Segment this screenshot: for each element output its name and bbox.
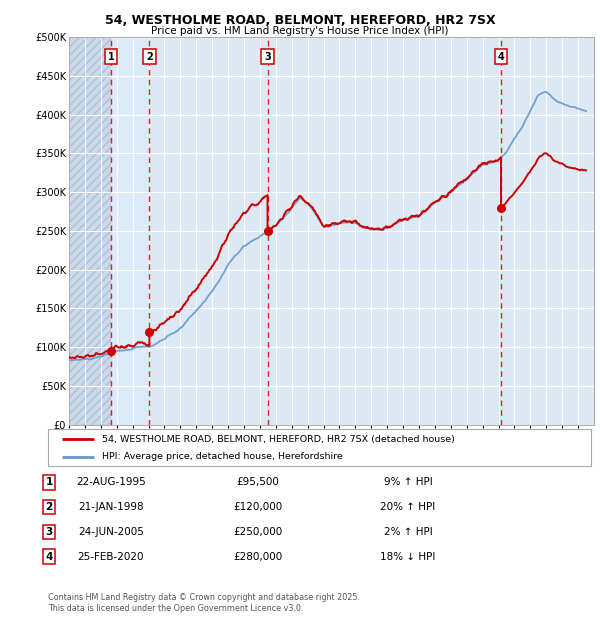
Bar (111, 37, 149, 425)
Text: 20% ↑ HPI: 20% ↑ HPI (380, 502, 436, 512)
Text: 4: 4 (497, 51, 505, 61)
Text: 21-JAN-1998: 21-JAN-1998 (78, 502, 144, 512)
Text: 4: 4 (46, 552, 53, 562)
Text: 1: 1 (107, 51, 115, 61)
Text: 54, WESTHOLME ROAD, BELMONT, HEREFORD, HR2 7SX (detached house): 54, WESTHOLME ROAD, BELMONT, HEREFORD, H… (103, 435, 455, 443)
Text: Contains HM Land Registry data © Crown copyright and database right 2025.
This d: Contains HM Land Registry data © Crown c… (48, 593, 360, 613)
Text: 22-AUG-1995: 22-AUG-1995 (76, 477, 146, 487)
Text: 2: 2 (46, 502, 53, 512)
Text: HPI: Average price, detached house, Herefordshire: HPI: Average price, detached house, Here… (103, 453, 343, 461)
Text: 3: 3 (264, 51, 271, 61)
Text: 25-FEB-2020: 25-FEB-2020 (78, 552, 144, 562)
Text: £95,500: £95,500 (236, 477, 280, 487)
Text: £250,000: £250,000 (233, 527, 283, 537)
Text: 1: 1 (46, 477, 53, 487)
Text: 2% ↑ HPI: 2% ↑ HPI (383, 527, 433, 537)
Text: £280,000: £280,000 (233, 552, 283, 562)
Text: 2: 2 (146, 51, 153, 61)
Text: 18% ↓ HPI: 18% ↓ HPI (380, 552, 436, 562)
Text: £120,000: £120,000 (233, 502, 283, 512)
Text: 9% ↑ HPI: 9% ↑ HPI (383, 477, 433, 487)
Text: Price paid vs. HM Land Registry's House Price Index (HPI): Price paid vs. HM Land Registry's House … (151, 26, 449, 36)
Bar (69, 37, 111, 425)
Text: 24-JUN-2005: 24-JUN-2005 (78, 527, 144, 537)
Text: 54, WESTHOLME ROAD, BELMONT, HEREFORD, HR2 7SX: 54, WESTHOLME ROAD, BELMONT, HEREFORD, H… (104, 14, 496, 27)
Text: 3: 3 (46, 527, 53, 537)
